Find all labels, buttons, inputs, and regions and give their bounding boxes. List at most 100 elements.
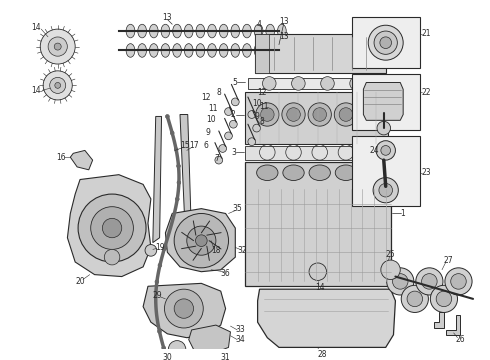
Polygon shape (245, 145, 388, 160)
Circle shape (436, 291, 452, 307)
Ellipse shape (254, 44, 263, 57)
Circle shape (387, 268, 414, 295)
Text: 34: 34 (235, 335, 245, 344)
Circle shape (145, 244, 157, 256)
Text: 21: 21 (422, 30, 431, 39)
Circle shape (174, 213, 228, 268)
Ellipse shape (126, 44, 135, 57)
Polygon shape (245, 162, 391, 286)
Text: 11: 11 (260, 102, 269, 111)
Text: 8: 8 (259, 117, 264, 126)
Polygon shape (201, 228, 222, 239)
Text: 26: 26 (456, 335, 465, 344)
Ellipse shape (208, 44, 217, 57)
Polygon shape (258, 289, 395, 347)
Text: 9: 9 (254, 112, 259, 121)
Ellipse shape (138, 44, 147, 57)
Ellipse shape (149, 44, 158, 57)
Ellipse shape (172, 24, 181, 38)
Ellipse shape (283, 165, 304, 180)
Polygon shape (245, 92, 388, 144)
Ellipse shape (277, 44, 286, 57)
Circle shape (172, 214, 176, 217)
Text: 30: 30 (163, 352, 172, 360)
Circle shape (374, 31, 397, 54)
Text: 9: 9 (206, 129, 211, 138)
Circle shape (231, 98, 239, 106)
Text: 10: 10 (206, 115, 216, 124)
Circle shape (445, 268, 472, 295)
Circle shape (224, 132, 232, 140)
Circle shape (162, 346, 166, 350)
Text: 32: 32 (237, 246, 247, 255)
Circle shape (309, 263, 326, 280)
Text: 12: 12 (257, 88, 266, 97)
Circle shape (78, 194, 146, 262)
Ellipse shape (220, 24, 228, 38)
Polygon shape (166, 209, 235, 272)
Ellipse shape (243, 24, 251, 38)
Polygon shape (255, 34, 270, 73)
Circle shape (320, 77, 334, 90)
Text: 18: 18 (211, 246, 220, 255)
Circle shape (177, 181, 181, 185)
Ellipse shape (266, 24, 274, 38)
Circle shape (174, 148, 178, 152)
Circle shape (373, 177, 398, 203)
Text: 20: 20 (75, 277, 85, 286)
Circle shape (368, 25, 403, 60)
Circle shape (248, 138, 256, 145)
Ellipse shape (266, 44, 274, 57)
Text: 23: 23 (422, 168, 431, 177)
Circle shape (361, 103, 384, 126)
Circle shape (313, 108, 326, 121)
Circle shape (91, 207, 133, 249)
Text: 33: 33 (235, 325, 245, 334)
Circle shape (282, 103, 305, 126)
Circle shape (174, 299, 194, 318)
Circle shape (215, 156, 222, 164)
Circle shape (339, 108, 353, 121)
Text: 12: 12 (201, 93, 211, 102)
Circle shape (154, 296, 158, 300)
Circle shape (54, 43, 61, 50)
Circle shape (379, 183, 392, 197)
Ellipse shape (231, 24, 240, 38)
Circle shape (175, 197, 179, 201)
Circle shape (308, 103, 331, 126)
Polygon shape (248, 78, 388, 89)
Polygon shape (68, 175, 151, 276)
Text: 19: 19 (155, 243, 165, 252)
Ellipse shape (277, 24, 286, 38)
Bar (352, 18, 419, 68)
Text: 24: 24 (369, 146, 379, 155)
Circle shape (196, 235, 207, 247)
Circle shape (43, 71, 72, 100)
Ellipse shape (335, 165, 357, 180)
Text: 31: 31 (221, 352, 230, 360)
Circle shape (407, 291, 422, 307)
Circle shape (253, 124, 261, 132)
Ellipse shape (243, 44, 251, 57)
Text: 13: 13 (279, 17, 289, 26)
Ellipse shape (231, 44, 240, 57)
Text: 13: 13 (279, 32, 289, 41)
Circle shape (416, 268, 443, 295)
Text: 22: 22 (422, 88, 431, 97)
Circle shape (170, 131, 174, 135)
Circle shape (167, 230, 171, 234)
Ellipse shape (254, 24, 263, 38)
Text: 4: 4 (257, 20, 262, 29)
Ellipse shape (220, 44, 228, 57)
Circle shape (287, 108, 300, 121)
Circle shape (451, 274, 466, 289)
Circle shape (165, 289, 203, 328)
Circle shape (381, 145, 391, 155)
Polygon shape (143, 283, 225, 338)
Circle shape (155, 313, 159, 317)
Ellipse shape (196, 44, 205, 57)
Circle shape (261, 108, 274, 121)
Text: 29: 29 (153, 292, 163, 301)
Text: 2: 2 (231, 110, 236, 119)
Circle shape (334, 103, 358, 126)
